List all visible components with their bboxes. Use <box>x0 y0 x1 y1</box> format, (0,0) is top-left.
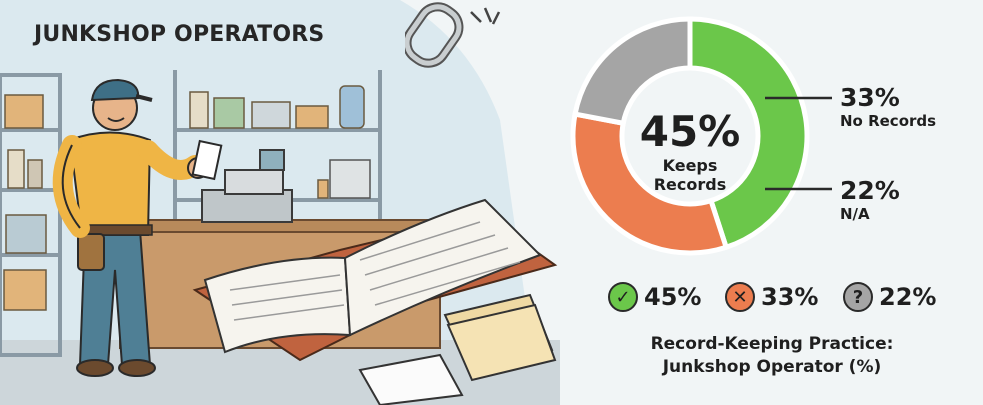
infographic-title: JUNKSHOP OPERATORS <box>34 22 325 47</box>
cash-register <box>201 149 293 223</box>
left-shelf <box>0 73 62 357</box>
legend-value: 22% <box>879 283 937 311</box>
legend-value: 33% <box>761 283 819 311</box>
chart-caption: Record-Keeping Practice: Junkshop Operat… <box>612 333 932 379</box>
caption-line-2: Junkshop Operator (%) <box>662 356 882 377</box>
back-shelf <box>173 70 382 230</box>
legend-item-no-records: ✕ 33% <box>725 280 818 314</box>
legend-item-na: ? 22% <box>843 280 936 314</box>
center-value: 45% <box>639 107 741 156</box>
center-label: Keeps Records <box>620 156 760 194</box>
paper-stack <box>358 293 557 405</box>
question-icon: ? <box>843 282 873 312</box>
legend-item-keeps-records: ✓ 45% <box>608 280 701 314</box>
callout-label-na: N/A <box>840 205 870 223</box>
callout-value-no-records: 33% <box>840 83 900 112</box>
chain-link-icon <box>405 2 501 68</box>
donut-slice-n-a <box>572 16 693 127</box>
caption-line-1: Record-Keeping Practice: <box>650 334 894 354</box>
ledger-book <box>192 198 558 362</box>
callout-value-na: 22% <box>840 176 900 205</box>
junkshop-illustration <box>0 0 560 405</box>
cross-icon: ✕ <box>725 282 755 312</box>
worker-figure <box>52 78 223 377</box>
check-icon: ✓ <box>608 282 638 312</box>
center-label-line: Records <box>653 175 727 195</box>
callout-label-no-records: No Records <box>840 112 937 130</box>
donut-slice-no-records <box>570 111 730 256</box>
legend-value: 45% <box>644 283 702 311</box>
center-label-line: Keeps <box>662 156 718 175</box>
